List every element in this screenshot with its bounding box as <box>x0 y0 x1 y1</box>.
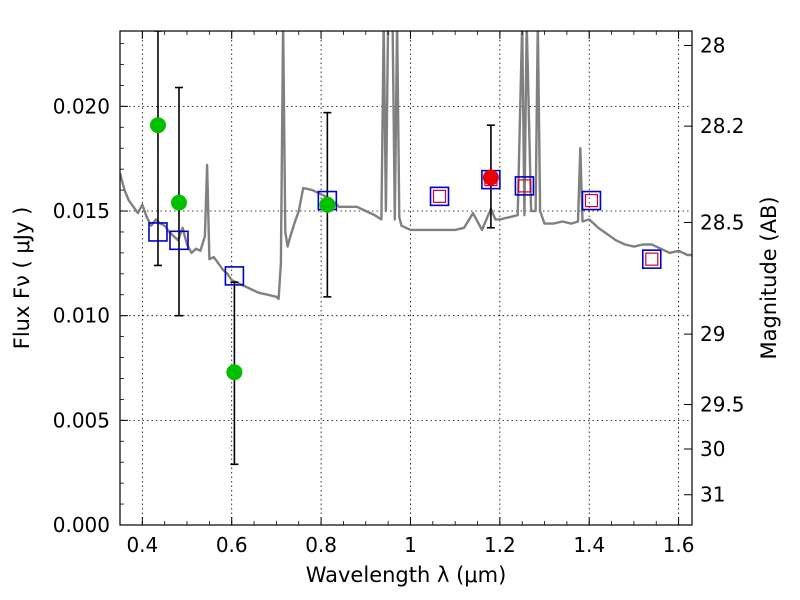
filter-flux-square <box>517 179 532 193</box>
x-tick-label: 0.8 <box>305 533 337 557</box>
y-tick-label: 0.005 <box>53 408 110 432</box>
filter-flux-square <box>584 193 599 208</box>
green-data-point <box>170 194 187 211</box>
model-spectrum-line <box>120 31 692 301</box>
ticks: 0.4 0.6 0.8 1 1.2 1.4 1.6 0.000 0.005 0.010 0.015 0… <box>53 31 745 557</box>
y-tick-label: 0.000 <box>53 513 110 537</box>
green-data-point <box>149 117 166 134</box>
mag-tick-label: 29.5 <box>700 393 745 417</box>
magnitude-axis-label: Magnitude (AB) <box>757 196 781 359</box>
mag-tick-label: 30 <box>700 437 725 461</box>
mag-tick-label: 28 <box>700 33 725 57</box>
x-tick-label: 0.4 <box>126 533 158 557</box>
x-tick-label: 1 <box>404 533 417 557</box>
filter-flux-square <box>432 189 447 203</box>
y-tick-label: 0.010 <box>53 304 110 328</box>
model-flux-square <box>148 222 168 242</box>
model-flux-square <box>169 230 189 251</box>
filter-flux-square <box>645 252 659 266</box>
mag-tick-label: 28.2 <box>700 114 745 138</box>
y-tick-label: 0.020 <box>53 94 110 118</box>
green-data-point <box>319 196 336 213</box>
x-tick-label: 1.6 <box>663 533 695 557</box>
model-flux-square <box>641 249 662 269</box>
filter-flux-square <box>484 173 498 187</box>
model-flux-square <box>429 186 450 207</box>
x-tick-label: 0.6 <box>216 533 248 557</box>
model-flux-square <box>514 176 535 196</box>
green-data-point <box>226 364 243 381</box>
plot-area <box>120 31 692 466</box>
x-tick-label: 1.2 <box>484 533 516 557</box>
grid <box>120 31 692 525</box>
mag-tick-label: 28.5 <box>700 210 745 234</box>
y-tick-label: 0.015 <box>53 199 110 223</box>
mag-tick-label: 29 <box>700 322 725 346</box>
mag-tick-label: 31 <box>700 483 725 507</box>
model-flux-square <box>581 190 602 211</box>
x-tick-label: 1.4 <box>573 533 605 557</box>
model-flux-square <box>224 266 245 286</box>
x-axis-label: Wavelength λ (μm) <box>306 563 507 587</box>
plot-frame <box>119 30 693 526</box>
y-axis-label: Flux Fν ( μJy ) <box>10 207 34 350</box>
